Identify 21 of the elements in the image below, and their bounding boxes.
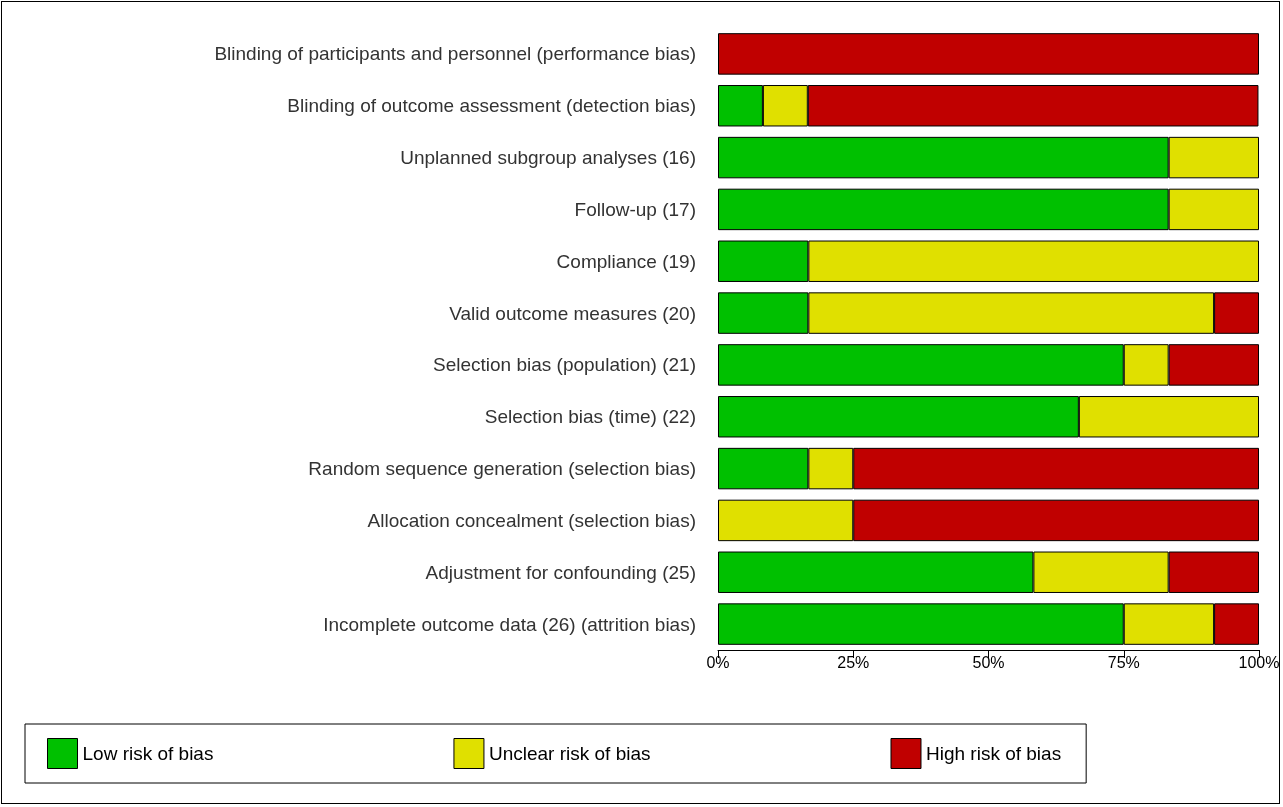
bar [718,33,1259,75]
legend-label: Unclear risk of bias [488,743,651,764]
y-tick-label: Blinding of outcome assessment (detection bias) [287,95,696,117]
y-tick-label: Valid outcome measures (20) [449,302,696,324]
y-tick-label: Unplanned subgroup analyses (16) [400,147,696,169]
y-tick-label: Follow-up (17) [574,198,696,220]
y-tick-label: Selection bias (population) (21) [433,354,696,376]
legend-label: High risk of bias [926,743,1062,764]
y-tick-label: Selection bias (time) (22) [484,406,696,428]
y-tick-label: Random sequence generation (selection bias) [308,458,696,480]
y-tick-label: Allocation concealment (selection bias) [367,509,696,531]
y-tick-label: Adjustment for confounding (25) [425,561,696,583]
x-tick-label: 50% [972,653,1005,671]
y-tick-label: Incomplete outcome data (26) (attrition bias) [323,613,696,635]
y-tick-label: Compliance (19) [556,250,696,272]
x-tick-label: 100% [1238,653,1280,671]
legend-label: Low risk of bias [82,743,214,764]
y-tick-label: Blinding of participants and personnel (performance bias) [214,43,696,65]
x-tick-label: 25% [837,653,870,671]
x-tick-label: 0% [706,653,730,671]
x-tick-label: 75% [1107,653,1140,671]
